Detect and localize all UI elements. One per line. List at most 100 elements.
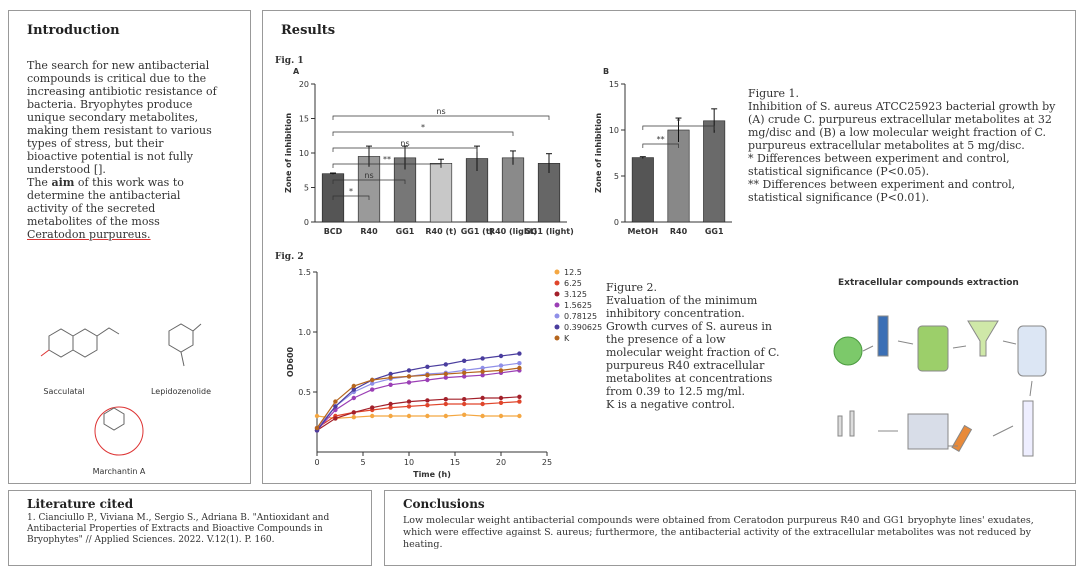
- y-tick-label: 0: [304, 218, 309, 227]
- point: [462, 402, 466, 406]
- y-tick-label: 1.5: [298, 268, 311, 277]
- significance-label: *: [349, 187, 353, 196]
- intro-text: The search for new antibacterial compoun…: [27, 59, 217, 241]
- point: [499, 368, 503, 372]
- bar: [632, 158, 653, 222]
- x-tick-label: 0: [314, 458, 319, 467]
- point: [462, 359, 466, 363]
- structure-label: Sacculatal: [43, 387, 84, 396]
- x-tick-label: BCD: [324, 227, 343, 236]
- point: [352, 415, 356, 419]
- point: [517, 366, 521, 370]
- caption-line: Figure 1.: [748, 87, 1058, 100]
- structure-label: Lepidozenolide: [151, 387, 211, 396]
- intro-title: Introduction: [27, 23, 120, 38]
- x-tick-label: R40: [360, 227, 378, 236]
- point: [407, 404, 411, 408]
- point: [352, 396, 356, 400]
- point: [517, 414, 521, 418]
- caption-line: ** Differences between experiment and co…: [748, 178, 1058, 204]
- point: [352, 410, 356, 414]
- y-tick-label: 15: [299, 115, 309, 124]
- y-tick-label: 15: [609, 80, 619, 89]
- conclusions-panel: Conclusions Low molecular weight antibac…: [384, 490, 1076, 566]
- point: [480, 356, 484, 360]
- point: [444, 402, 448, 406]
- point: [444, 397, 448, 401]
- figure1-caption: Figure 1. Inhibition of S. aureus ATCC25…: [748, 87, 1058, 204]
- literature-panel: Literature cited 1. Cianciullo P., Vivia…: [8, 490, 372, 566]
- point: [517, 351, 521, 355]
- point: [407, 414, 411, 418]
- panel-label: A: [293, 67, 300, 76]
- y-tick-label: 0.5: [298, 388, 311, 397]
- caption-line: Figure 2.: [606, 281, 781, 294]
- y-tick-label: 5: [614, 172, 619, 181]
- point: [499, 354, 503, 358]
- structure-label: Marchantin A: [93, 467, 146, 476]
- aim-bold: aim: [51, 176, 74, 189]
- point: [407, 374, 411, 378]
- legend-label: 0.390625: [564, 323, 602, 332]
- legend-marker: [555, 303, 560, 308]
- legend-label: 12.5: [564, 268, 582, 277]
- y-axis-label: OD600: [286, 346, 295, 377]
- legend-marker: [555, 325, 560, 330]
- y-tick-label: 10: [299, 149, 309, 158]
- caption-line: Evaluation of the minimum inhibitory con…: [606, 294, 781, 398]
- point: [370, 378, 374, 382]
- x-tick-label: MetOH: [627, 227, 658, 236]
- point: [517, 361, 521, 365]
- series-line: [317, 415, 519, 419]
- point: [388, 402, 392, 406]
- legend-marker: [555, 292, 560, 297]
- point: [462, 397, 466, 401]
- point: [425, 414, 429, 418]
- legend-marker: [555, 314, 560, 319]
- significance-label: **: [657, 135, 665, 144]
- x-tick-label: 25: [542, 458, 552, 467]
- significance-bracket: [333, 116, 549, 120]
- point: [333, 404, 337, 408]
- panel-label: B: [603, 67, 609, 76]
- point: [425, 403, 429, 407]
- intro-paragraph: The search for new antibacterial compoun…: [27, 59, 217, 176]
- point: [352, 384, 356, 388]
- point: [517, 399, 521, 403]
- significance-bracket: [333, 164, 441, 168]
- figure2-caption: Figure 2. Evaluation of the minimum inhi…: [606, 281, 781, 411]
- significance-label: *: [677, 117, 681, 126]
- legend-label: K: [564, 334, 570, 343]
- point: [388, 414, 392, 418]
- y-tick-label: 5: [304, 184, 309, 193]
- point: [315, 414, 319, 418]
- caption-line: K is a negative control.: [606, 398, 781, 411]
- point: [407, 399, 411, 403]
- point: [499, 414, 503, 418]
- y-tick-label: 0: [614, 218, 619, 227]
- significance-label: ns: [400, 139, 409, 148]
- point: [462, 413, 466, 417]
- results-title: Results: [281, 23, 335, 38]
- point: [425, 378, 429, 382]
- significance-bracket: [333, 132, 513, 136]
- bar: [430, 163, 452, 222]
- bar: [703, 121, 724, 222]
- legend-label: 0.78125: [564, 312, 597, 321]
- y-axis-label: Zone of inhibition: [284, 113, 293, 193]
- species: Ceratodon purpureus.: [27, 228, 151, 241]
- conclusions-title: Conclusions: [403, 497, 485, 511]
- point: [480, 396, 484, 400]
- x-tick-label: 5: [360, 458, 365, 467]
- point: [462, 371, 466, 375]
- significance-label: ns: [436, 107, 445, 116]
- structures: Sacculatal Lepidozenolide Marchantin A: [19, 306, 239, 481]
- point: [499, 401, 503, 405]
- point: [407, 368, 411, 372]
- y-axis-label: Zone of inhibition: [594, 113, 603, 193]
- point: [480, 414, 484, 418]
- x-tick-label: R40: [670, 227, 688, 236]
- point: [425, 373, 429, 377]
- x-tick-label: GG1 (light): [524, 227, 574, 236]
